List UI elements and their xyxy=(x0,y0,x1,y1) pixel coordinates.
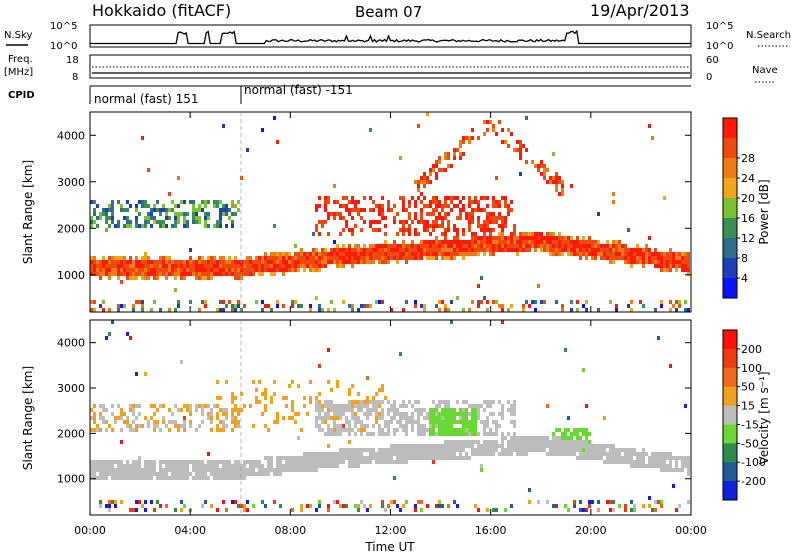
freq-label: Freq. xyxy=(8,54,33,65)
power-panel: Slant Range [km] 1000 2000 3000 4000 4 8 12 16… xyxy=(21,111,771,313)
freq-tick-top: 18 xyxy=(66,55,79,66)
xtick-label: 16:00 xyxy=(475,524,507,537)
velocity-panel: Slant Range [km] 1000 2000 3000 4000 200 100… xyxy=(21,319,771,516)
colorbar-swatch xyxy=(723,118,737,139)
colorbar-tick-label: 4 xyxy=(741,272,748,285)
ytick-label: 2000 xyxy=(57,427,85,440)
xtick-label: 00:00 xyxy=(675,524,707,537)
time-axis-label: Time UT xyxy=(364,540,415,554)
power-colorbar-label: Power [dB] xyxy=(757,179,771,244)
colorbar-tick-label: -50 xyxy=(741,437,759,450)
xtick-label: 04:00 xyxy=(174,524,206,537)
cpid-segment-1: normal (fast) 151 xyxy=(94,92,198,106)
colorbar-swatch xyxy=(723,443,737,463)
ytick-label: 4000 xyxy=(57,337,85,350)
colorbar-swatch xyxy=(723,278,737,299)
colorbar-tick-label: 20 xyxy=(741,192,755,205)
colorbar-tick-label: 24 xyxy=(741,172,755,185)
xtick-label: 00:00 xyxy=(74,524,106,537)
power-yticks: 1000 2000 3000 4000 xyxy=(57,129,691,282)
xtick-label: 08:00 xyxy=(274,524,306,537)
colorbar-swatch xyxy=(723,386,737,407)
velocity-colorbar: 200 100 50 15 -15 -50 -100 -200 xyxy=(722,329,766,501)
nsearch-label: N.Search xyxy=(746,30,791,41)
colorbar-tick-label: -15 xyxy=(741,418,759,431)
colorbar-tick-label: 15 xyxy=(741,400,755,413)
nsky-label: N.Sky xyxy=(4,30,32,41)
colorbar-tick-label: 100 xyxy=(741,362,762,375)
nave-label: Nave xyxy=(752,65,778,76)
colorbar-swatch xyxy=(723,138,737,159)
nave-tick-top: 60 xyxy=(706,55,719,66)
colorbar-tick-label: 8 xyxy=(741,252,748,265)
velocity-heatmap-cells xyxy=(90,320,690,512)
colorbar-swatch xyxy=(723,348,737,369)
cpid-panel: CPID normal (fast) 151 normal (fast) -15… xyxy=(8,83,691,106)
nsearch-tick-bottom: 10^0 xyxy=(706,41,733,52)
velocity-yticks: 1000 2000 3000 4000 xyxy=(57,337,691,486)
nsky-trace xyxy=(90,29,691,45)
colorbar-tick-label: 50 xyxy=(741,381,755,394)
xtick-label: 12:00 xyxy=(375,524,407,537)
freq-tick-bottom: 8 xyxy=(72,72,78,83)
freq-panel: Freq. [MHz] 18 8 60 0 Nave xyxy=(4,54,778,83)
colorbar-tick-label: -200 xyxy=(741,475,766,488)
beam-title: Beam 07 xyxy=(355,3,422,21)
colorbar-tick-label: 12 xyxy=(741,232,755,245)
colorbar-tick-label: 16 xyxy=(741,212,755,225)
colorbar-swatch xyxy=(723,405,737,425)
colorbar-swatch xyxy=(723,258,737,279)
colorbar-swatch xyxy=(723,424,737,444)
velocity-ylabel: Slant Range [km] xyxy=(21,366,35,470)
colorbar-swatch xyxy=(723,238,737,259)
nsky-tick-bottom: 10^0 xyxy=(50,41,77,52)
cpid-segment-2: normal (fast) -151 xyxy=(244,83,353,97)
colorbar-tick-label: -100 xyxy=(741,456,766,469)
colorbar-swatch xyxy=(723,367,737,388)
cpid-label: CPID xyxy=(8,90,35,101)
colorbar-swatch xyxy=(723,481,737,501)
velocity-colorbar-label: Velocity [m s⁻¹] xyxy=(757,371,771,464)
ytick-label: 3000 xyxy=(57,382,85,395)
power-colorbar: 4 8 12 16 20 24 28 xyxy=(722,117,755,299)
colorbar-swatch xyxy=(723,178,737,199)
ytick-label: 2000 xyxy=(57,222,85,235)
xtick-label: 20:00 xyxy=(575,524,607,537)
colorbar-swatch xyxy=(723,198,737,219)
nave-tick-bottom: 0 xyxy=(706,72,712,83)
ytick-label: 1000 xyxy=(57,269,85,282)
colorbar-swatch xyxy=(723,330,737,350)
freq-unit: [MHz] xyxy=(4,67,33,78)
power-ylabel: Slant Range [km] xyxy=(21,160,35,264)
date-title: 19/Apr/2013 xyxy=(590,1,690,20)
ytick-label: 3000 xyxy=(57,176,85,189)
nsky-panel: N.Sky 10^5 10^0 10^5 10^0 N.Search xyxy=(4,21,791,52)
nsearch-tick-top: 10^5 xyxy=(706,21,733,32)
colorbar-swatch xyxy=(723,158,737,179)
colorbar-tick-label: 28 xyxy=(741,152,755,165)
ytick-label: 4000 xyxy=(57,129,85,142)
power-heatmap-cells xyxy=(90,112,690,312)
radar-title: Hokkaido (fitACF) xyxy=(92,1,231,20)
colorbar-swatch xyxy=(723,218,737,239)
time-axis-ticks: 00:00 04:00 08:00 12:00 16:00 20:00 00:00 xyxy=(74,112,707,537)
ytick-label: 1000 xyxy=(57,473,85,486)
colorbar-tick-label: 200 xyxy=(741,343,762,356)
colorbar-swatch xyxy=(723,462,737,482)
nsky-tick-top: 10^5 xyxy=(50,21,77,32)
